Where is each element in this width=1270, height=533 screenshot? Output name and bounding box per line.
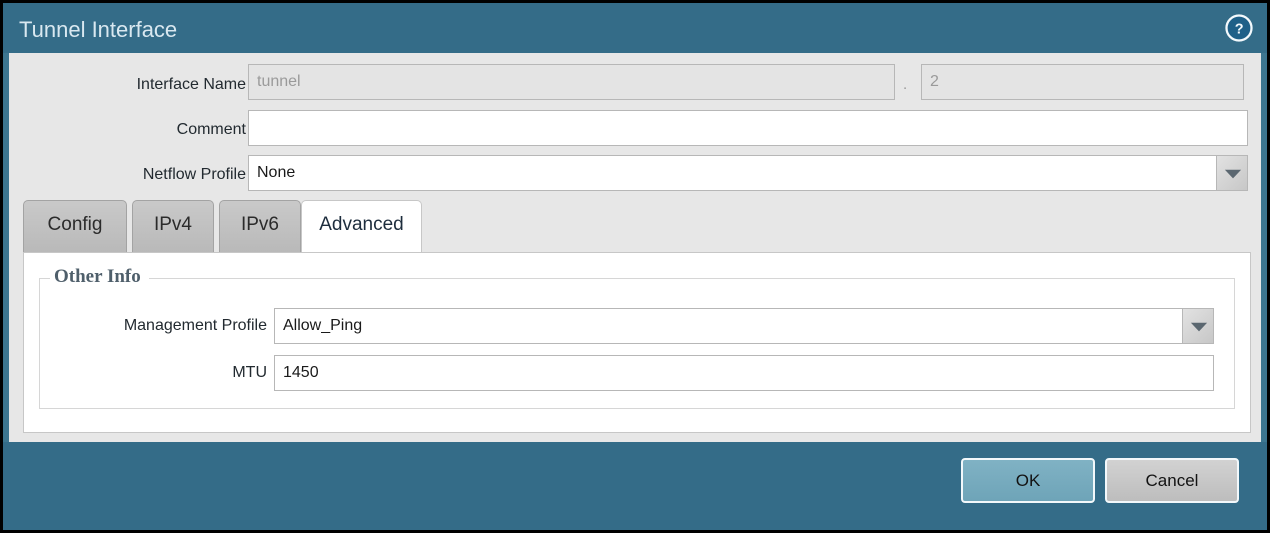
svg-text:?: ?	[1235, 22, 1244, 38]
